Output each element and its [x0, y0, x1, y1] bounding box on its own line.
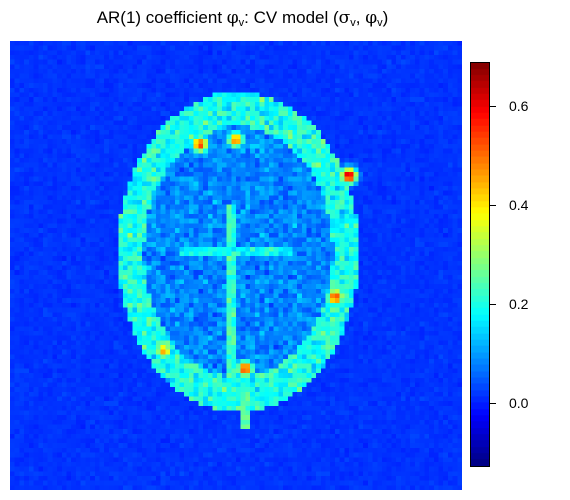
colorbar-tick-label: 0.0	[509, 395, 529, 411]
title-prefix: AR(1) coefficient	[96, 8, 227, 27]
colorbar-tick-label: 0.6	[509, 98, 529, 114]
title-sigma: σ	[338, 8, 351, 28]
chart-title: AR(1) coefficient φv: CV model (σv, φv)	[0, 8, 485, 29]
colorbar-tick	[490, 106, 496, 107]
colorbar	[470, 62, 490, 467]
title-middle: : CV model (	[244, 8, 339, 27]
title-comma: ,	[355, 8, 366, 27]
title-phi-2: φ	[365, 8, 378, 28]
title-phi: φ	[226, 8, 239, 28]
title-phi-sub-2: v	[377, 17, 383, 29]
colorbar-tick-label: 0.2	[509, 296, 529, 312]
colorbar-tick-label: 0.4	[509, 197, 529, 213]
colorbar-tick	[490, 304, 496, 305]
heatmap	[10, 41, 462, 490]
title-close: )	[382, 8, 389, 27]
colorbar-tick	[490, 205, 496, 206]
colorbar-tick	[490, 403, 496, 404]
title-phi-sub: v	[238, 17, 245, 29]
title-sigma-sub: v	[350, 17, 356, 29]
